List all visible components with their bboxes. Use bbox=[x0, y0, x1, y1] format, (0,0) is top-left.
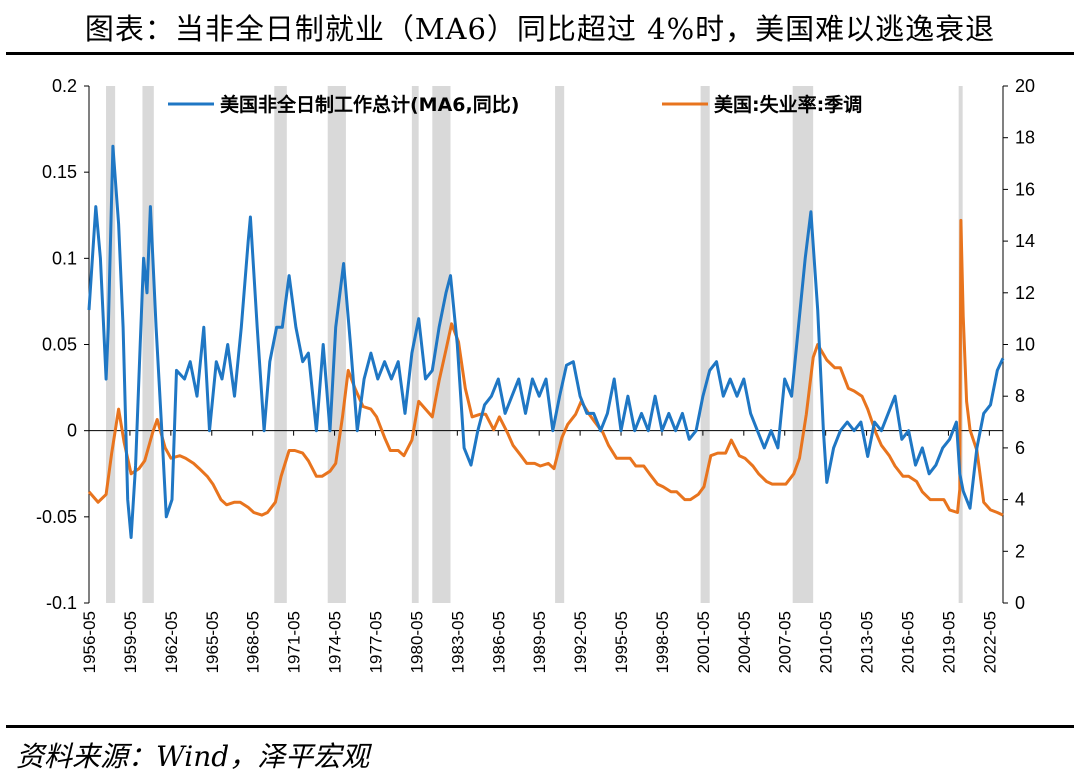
y-right-tick-label: 20 bbox=[1015, 76, 1035, 96]
x-tick-label: 1989-05 bbox=[530, 611, 549, 673]
x-tick-label: 1974-05 bbox=[326, 611, 345, 673]
recession-band bbox=[327, 86, 346, 603]
x-tick-label: 2016-05 bbox=[899, 611, 918, 673]
y-left-tick-label: 0.15 bbox=[42, 162, 77, 182]
x-tick-label: 1995-05 bbox=[612, 611, 631, 673]
y-left-tick-label: -0.1 bbox=[46, 593, 77, 613]
x-tick-label: 1959-05 bbox=[121, 611, 140, 673]
series-lines bbox=[87, 144, 1005, 539]
x-tick-label: 1983-05 bbox=[448, 611, 467, 673]
x-tick-label: 1992-05 bbox=[571, 611, 590, 673]
x-tick-label: 2019-05 bbox=[939, 611, 958, 673]
axes: 0.20.150.10.050-0.05-0.12018161412108642… bbox=[36, 76, 1035, 673]
recession-band bbox=[555, 86, 565, 603]
y-right-tick-label: 18 bbox=[1015, 128, 1035, 148]
recession-bands bbox=[106, 86, 963, 603]
recession-band bbox=[142, 86, 154, 603]
x-tick-label: 1968-05 bbox=[244, 611, 263, 673]
x-tick-label: 2004-05 bbox=[735, 611, 754, 673]
y-right-tick-label: 12 bbox=[1015, 283, 1035, 303]
x-tick-label: 1962-05 bbox=[162, 611, 181, 673]
legend: 美国非全日制工作总计(MA6,同比) 美国:失业率:季调 bbox=[168, 93, 862, 116]
source-rule bbox=[6, 725, 1074, 728]
y-right-tick-label: 16 bbox=[1015, 179, 1035, 199]
x-tick-label: 2010-05 bbox=[817, 611, 836, 673]
x-tick-label: 1956-05 bbox=[80, 611, 99, 673]
y-left-tick-label: -0.05 bbox=[36, 507, 77, 527]
legend-label-series-1: 美国非全日制工作总计(MA6,同比) bbox=[220, 93, 519, 116]
y-right-tick-label: 0 bbox=[1015, 593, 1025, 613]
x-tick-label: 2007-05 bbox=[776, 611, 795, 673]
source-note: 资料来源：Wind，泽平宏观 bbox=[16, 740, 370, 773]
x-tick-label: 2013-05 bbox=[858, 611, 877, 673]
x-tick-label: 2022-05 bbox=[980, 611, 999, 673]
recession-band bbox=[700, 86, 710, 603]
y-right-tick-label: 2 bbox=[1015, 541, 1025, 561]
y-right-tick-label: 8 bbox=[1015, 386, 1025, 406]
y-right-tick-label: 6 bbox=[1015, 438, 1025, 458]
recession-band bbox=[792, 86, 814, 603]
legend-label-series-2: 美国:失业率:季调 bbox=[714, 93, 862, 116]
y-left-tick-label: 0 bbox=[67, 421, 77, 441]
x-tick-label: 1965-05 bbox=[203, 611, 222, 673]
x-tick-label: 1971-05 bbox=[285, 611, 304, 673]
x-tick-label: 1980-05 bbox=[407, 611, 426, 673]
x-tick-label: 2001-05 bbox=[694, 611, 713, 673]
x-tick-label: 1986-05 bbox=[489, 611, 508, 673]
x-tick-label: 1977-05 bbox=[366, 611, 385, 673]
y-left-tick-label: 0.05 bbox=[42, 335, 77, 355]
title-rule bbox=[6, 52, 1074, 55]
chart-title: 图表：当非全日制就业（MA6）同比超过 4%时，美国难以逃逸衰退 bbox=[84, 12, 996, 46]
series-line-1 bbox=[87, 144, 1005, 539]
recession-band bbox=[274, 86, 287, 603]
y-left-tick-label: 0.1 bbox=[52, 248, 77, 268]
series-line-2 bbox=[87, 218, 1004, 517]
recession-band bbox=[411, 86, 419, 603]
recession-band bbox=[432, 86, 451, 603]
recession-band bbox=[106, 86, 116, 603]
y-right-tick-label: 14 bbox=[1015, 231, 1035, 251]
x-tick-label: 1998-05 bbox=[653, 611, 672, 673]
y-left-tick-label: 0.2 bbox=[52, 76, 77, 96]
y-right-tick-label: 4 bbox=[1015, 490, 1025, 510]
y-right-tick-label: 10 bbox=[1015, 335, 1035, 355]
